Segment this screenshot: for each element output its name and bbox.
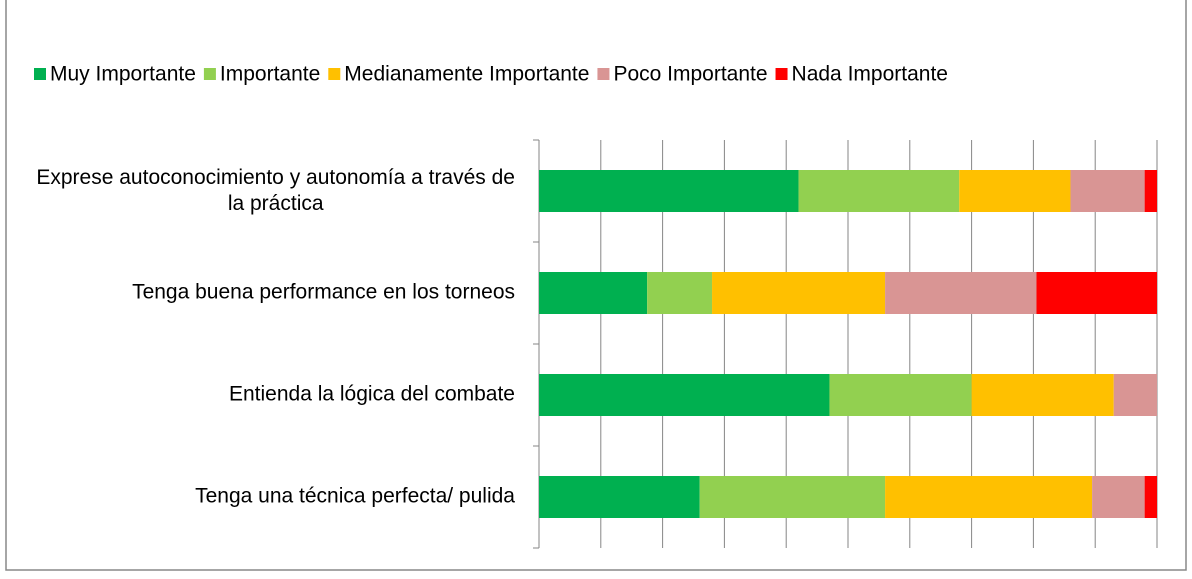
- bar-segment: [829, 374, 972, 416]
- bar-segment: [1144, 476, 1157, 518]
- bar-segment: [699, 476, 886, 518]
- legend-swatch: [34, 68, 46, 80]
- bar-segment: [1144, 170, 1157, 212]
- bar-segment: [712, 272, 886, 314]
- bar-segment: [885, 476, 1093, 518]
- category-label: Tenga una técnica perfecta/ pulida: [195, 485, 515, 508]
- category-label: Entienda la lógica del combate: [229, 383, 515, 406]
- bar-segment: [885, 272, 1037, 314]
- legend-swatch: [203, 68, 216, 80]
- bar-segment: [1092, 476, 1145, 518]
- bar-segment: [1036, 272, 1157, 314]
- bar-segment: [798, 170, 960, 212]
- legend-label: Poco Importante: [613, 63, 767, 86]
- bar-segment: [647, 272, 713, 314]
- legend-swatch: [328, 68, 341, 80]
- bar-segment: [539, 476, 700, 518]
- legend-label: Medianamente Importante: [344, 63, 589, 86]
- bar-segment: [1113, 374, 1157, 416]
- bar-segment: [539, 170, 799, 212]
- legend-swatch: [775, 68, 788, 80]
- bar-segment: [959, 170, 1071, 212]
- bar-segment: [971, 374, 1114, 416]
- legend-label: Nada Importante: [792, 63, 948, 86]
- category-label: Exprese autoconocimiento y autonomía a t…: [36, 166, 515, 215]
- category-label: Tenga buena performance en los torneos: [132, 281, 515, 304]
- legend-label: Muy Importante: [50, 63, 196, 86]
- bar-segment: [539, 374, 830, 416]
- legend-label: Importante: [220, 63, 320, 86]
- bar-segment: [539, 272, 648, 314]
- bar-segment: [1070, 170, 1145, 212]
- legend-swatch: [597, 68, 610, 80]
